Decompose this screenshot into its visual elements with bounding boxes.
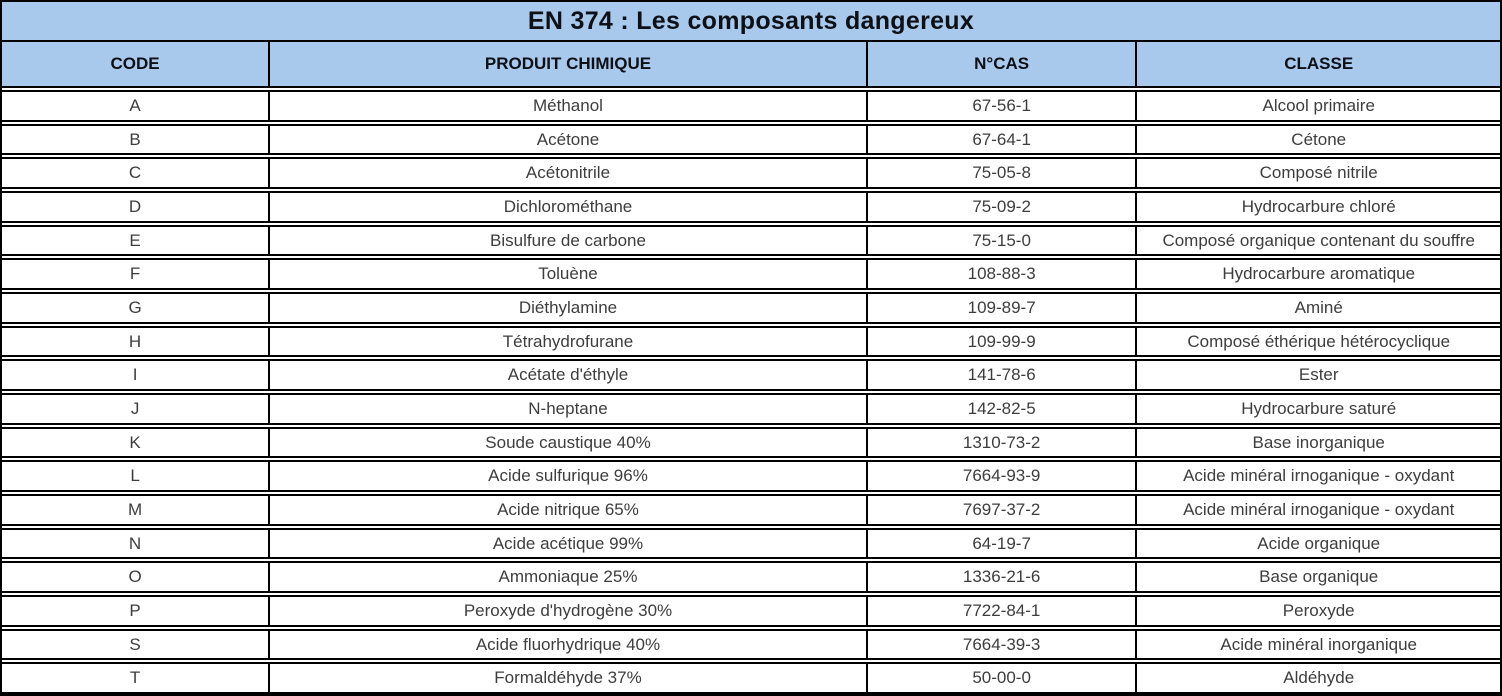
cell-cas: 75-09-2 <box>868 193 1138 221</box>
cell-produit-chimique: Ammoniaque 25% <box>270 563 868 592</box>
cell-cas: 7722-84-1 <box>868 597 1138 625</box>
table-row: M Acide nitrique 65% 7697-37-2 Acide minéra… <box>2 494 1500 526</box>
cell-classe: Aldéhyde <box>1283 668 1355 688</box>
cell-cas: 7664-93-9 <box>868 462 1138 491</box>
cell-code: D <box>2 193 271 221</box>
cell-cas: 108-88-3 <box>868 260 1138 289</box>
cell-code: B <box>2 125 271 154</box>
cell-classe: Peroxyde <box>1282 600 1355 620</box>
table-row: E Bisulfure de carbone 75-15-0 Composé orga… <box>2 224 1500 257</box>
cell-cas: 75-15-0 <box>868 226 1138 255</box>
cell-code: P <box>2 597 271 625</box>
cell-classe: Acide organique <box>1257 533 1381 553</box>
cell-cas: 1310-73-2 <box>868 428 1138 457</box>
cell-produit-chimique: Tétrahydrofurane <box>270 327 868 356</box>
cell-produit-chimique: Acide sulfurique 96% <box>270 462 868 491</box>
table-body: A Méthanol 67-56-1 Alcool primaire B Acétone 6… <box>2 88 1500 695</box>
cell-classe: Alcool primaire <box>1262 95 1375 115</box>
table-row: O Ammoniaque 25% 1336-21-6 Base organique <box>2 561 1500 594</box>
cell-code: L <box>2 462 271 491</box>
cell-produit-chimique: N-heptane <box>270 395 868 423</box>
cell-cas: 142-82-5 <box>868 395 1138 423</box>
cell-cas: 109-99-9 <box>868 327 1138 356</box>
cell-classe: Acide minéral irnoganique - oxydant <box>1183 499 1455 519</box>
table-row: L Acide sulfurique 96% 7664-93-9 Acide miné… <box>2 460 1500 493</box>
header-row: CODE PRODUIT CHIMIQUE N°CAS CLASSE <box>2 42 1500 88</box>
table-title: EN 374 : Les composants dangereux <box>2 2 1500 42</box>
cell-produit-chimique: Soude caustique 40% <box>270 428 868 457</box>
table-row: A Méthanol 67-56-1 Alcool primaire <box>2 90 1500 122</box>
table-row: I Acétate d'éthyle 141-78-6 Ester <box>2 359 1500 392</box>
cell-produit-chimique: Acétate d'éthyle <box>270 361 868 390</box>
table-row: G Diéthylamine 109-89-7 Aminé <box>2 292 1500 324</box>
cell-code: E <box>2 226 271 255</box>
cell-code: J <box>2 395 271 423</box>
cell-cas: 7664-39-3 <box>868 630 1138 659</box>
cell-code: N <box>2 529 271 558</box>
cell-cas: 64-19-7 <box>868 529 1138 558</box>
cell-produit-chimique: Bisulfure de carbone <box>270 226 868 255</box>
cell-code: I <box>2 361 271 390</box>
column-header-produit-chimique: PRODUIT CHIMIQUE <box>270 42 868 86</box>
column-header-n-cas: N°CAS <box>868 42 1138 86</box>
table-row: H Tétrahydrofurane 109-99-9 Composé éthériq… <box>2 325 1500 358</box>
table-row: J N-heptane 142-82-5 Hydrocarbure saturé <box>2 393 1500 425</box>
table-row: S Acide fluorhydrique 40% 7664-39-3 Acide m… <box>2 628 1500 661</box>
cell-produit-chimique: Acétonitrile <box>270 159 868 188</box>
cell-produit-chimique: Dichlorométhane <box>270 193 868 221</box>
cell-produit-chimique: Peroxyde d'hydrogène 30% <box>270 597 868 625</box>
cell-code: F <box>2 260 271 289</box>
cell-produit-chimique: Acide nitrique 65% <box>270 496 868 524</box>
cell-produit-chimique: Acide fluorhydrique 40% <box>270 630 868 659</box>
cell-classe: Acide minéral irnoganique - oxydant <box>1183 466 1455 486</box>
column-header-classe: CLASSE <box>1284 54 1354 73</box>
cell-code: M <box>2 496 271 524</box>
cell-code: H <box>2 327 271 356</box>
cell-classe: Composé éthérique hétérocyclique <box>1187 331 1451 351</box>
cell-classe: Hydrocarbure saturé <box>1241 398 1397 418</box>
cell-code: C <box>2 159 271 188</box>
cell-cas: 109-89-7 <box>868 294 1138 322</box>
cell-classe: Composé organique contenant du souffre <box>1162 230 1475 250</box>
cell-cas: 1336-21-6 <box>868 563 1138 592</box>
cell-cas: 67-64-1 <box>868 125 1138 154</box>
table-row: T Formaldéhyde 37% 50-00-0 Aldéhyde <box>2 662 1500 695</box>
table-row: D Dichlorométhane 75-09-2 Hydrocarbure chlo… <box>2 191 1500 223</box>
cell-classe: Hydrocarbure aromatique <box>1222 264 1416 284</box>
cell-cas: 75-05-8 <box>868 159 1138 188</box>
cell-code: A <box>2 92 271 120</box>
cell-code: S <box>2 630 271 659</box>
cell-produit-chimique: Formaldéhyde 37% <box>270 664 868 693</box>
cell-produit-chimique: Acétone <box>270 125 868 154</box>
cell-produit-chimique: Toluène <box>270 260 868 289</box>
table-row: F Toluène 108-88-3 Hydrocarbure aromatique <box>2 258 1500 291</box>
cell-produit-chimique: Méthanol <box>270 92 868 120</box>
table-row: N Acide acétique 99% 64-19-7 Acide organiqu… <box>2 527 1500 560</box>
cell-classe: Aminé <box>1294 297 1343 317</box>
cell-classe: Cétone <box>1291 129 1347 149</box>
cell-classe: Ester <box>1298 365 1339 385</box>
cell-classe: Acide minéral inorganique <box>1220 634 1417 654</box>
cell-classe: Base inorganique <box>1252 432 1385 452</box>
cell-produit-chimique: Acide acétique 99% <box>270 529 868 558</box>
cell-cas: 67-56-1 <box>868 92 1138 120</box>
cell-classe: Composé nitrile <box>1259 163 1378 183</box>
table-row: C Acétonitrile 75-05-8 Composé nitrile <box>2 157 1500 190</box>
cell-code: T <box>2 664 271 693</box>
table-row: B Acétone 67-64-1 Cétone <box>2 123 1500 156</box>
cell-code: O <box>2 563 271 592</box>
cell-cas: 141-78-6 <box>868 361 1138 390</box>
cell-code: G <box>2 294 271 322</box>
table-row: P Peroxyde d'hydrogène 30% 7722-84-1 Peroxy… <box>2 595 1500 627</box>
cell-classe: Hydrocarbure chloré <box>1241 196 1396 216</box>
cell-classe: Base organique <box>1259 567 1379 587</box>
cell-cas: 7697-37-2 <box>868 496 1138 524</box>
cell-cas: 50-00-0 <box>868 664 1138 693</box>
cell-produit-chimique: Diéthylamine <box>270 294 868 322</box>
cell-code: K <box>2 428 271 457</box>
column-header-code: CODE <box>2 42 271 86</box>
table-row: K Soude caustique 40% 1310-73-2 Base inorga… <box>2 426 1500 459</box>
